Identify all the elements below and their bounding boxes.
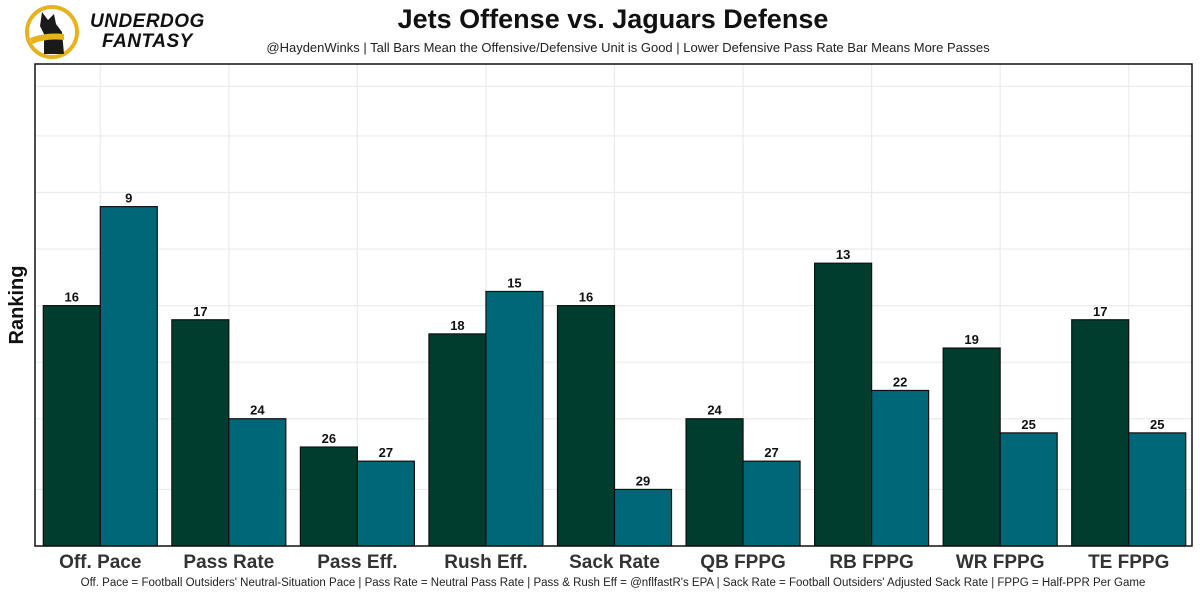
bar-defense (228, 418, 287, 547)
data-label: 17 (1093, 304, 1107, 319)
x-tick-label: Pass Eff. (317, 552, 397, 573)
plot-frame (34, 63, 1193, 547)
brand-line2: FANTASY (102, 31, 193, 52)
bar-offense (942, 347, 1001, 547)
data-label: 17 (193, 304, 207, 319)
data-label: 22 (893, 374, 907, 389)
data-label: 16 (65, 290, 79, 305)
y-axis-label: Ranking (6, 266, 28, 345)
bar-offense (428, 333, 487, 547)
chart-title: Jets Offense vs. Jaguars Defense (397, 4, 829, 34)
x-tick-label: RB FPPG (829, 552, 913, 573)
x-tick-label: Off. Pace (59, 552, 141, 573)
x-tick-label: Rush Eff. (444, 552, 527, 573)
bar-offense (814, 262, 873, 547)
bar-defense (485, 290, 544, 547)
bar-offense (556, 305, 616, 547)
data-label: 25 (1150, 417, 1164, 432)
bar-defense (999, 432, 1058, 547)
dog-silhouette-icon (25, 5, 79, 59)
x-tick-label: TE FPPG (1088, 552, 1169, 573)
bars (42, 206, 1187, 547)
bar-offense (685, 418, 744, 547)
bar-defense (871, 389, 930, 547)
bar-offense (42, 305, 101, 547)
x-tick-label: Sack Rate (569, 552, 660, 573)
data-label: 16 (579, 290, 593, 305)
bar-defense (613, 488, 673, 547)
brand-name: UNDERDOG FANTASY (90, 12, 205, 52)
bar-offense (171, 319, 230, 547)
x-tick-label: WR FPPG (956, 552, 1045, 573)
x-tick-label: Pass Rate (183, 552, 274, 573)
bar-defense (99, 206, 158, 547)
x-tick-label: QB FPPG (700, 552, 786, 573)
bar-defense (1128, 432, 1187, 547)
data-label: 26 (322, 431, 336, 446)
bar-offense (1071, 319, 1130, 547)
data-label: 18 (450, 318, 464, 333)
data-labels: 16 9 17 24 26 27 18 15 16 29 24 27 13 22 19 25 17 25 (65, 191, 1165, 489)
data-label: 27 (764, 445, 778, 460)
data-label: 25 (1021, 417, 1035, 432)
data-label: 9 (125, 191, 132, 206)
data-label: 24 (707, 403, 722, 418)
bar-defense (356, 460, 415, 547)
data-label: 13 (836, 247, 850, 262)
data-label: 29 (636, 473, 650, 488)
data-label: 24 (250, 403, 265, 418)
data-label: 15 (507, 275, 521, 290)
brand-line1: UNDERDOG (90, 11, 205, 32)
bar-defense (742, 460, 801, 547)
data-label: 19 (964, 332, 978, 347)
chart-caption: Off. Pace = Football Outsiders' Neutral-… (80, 577, 1146, 589)
underdog-fantasy-logo: UNDERDOG FANTASY (24, 4, 224, 60)
data-label: 27 (379, 445, 393, 460)
chart-subtitle: @HaydenWinks | Tall Bars Mean the Offens… (266, 40, 990, 55)
x-tick-labels: Off. Pace Pass Rate Pass Eff. Rush Eff. Sack… (59, 552, 1169, 573)
bar-offense (299, 446, 358, 547)
